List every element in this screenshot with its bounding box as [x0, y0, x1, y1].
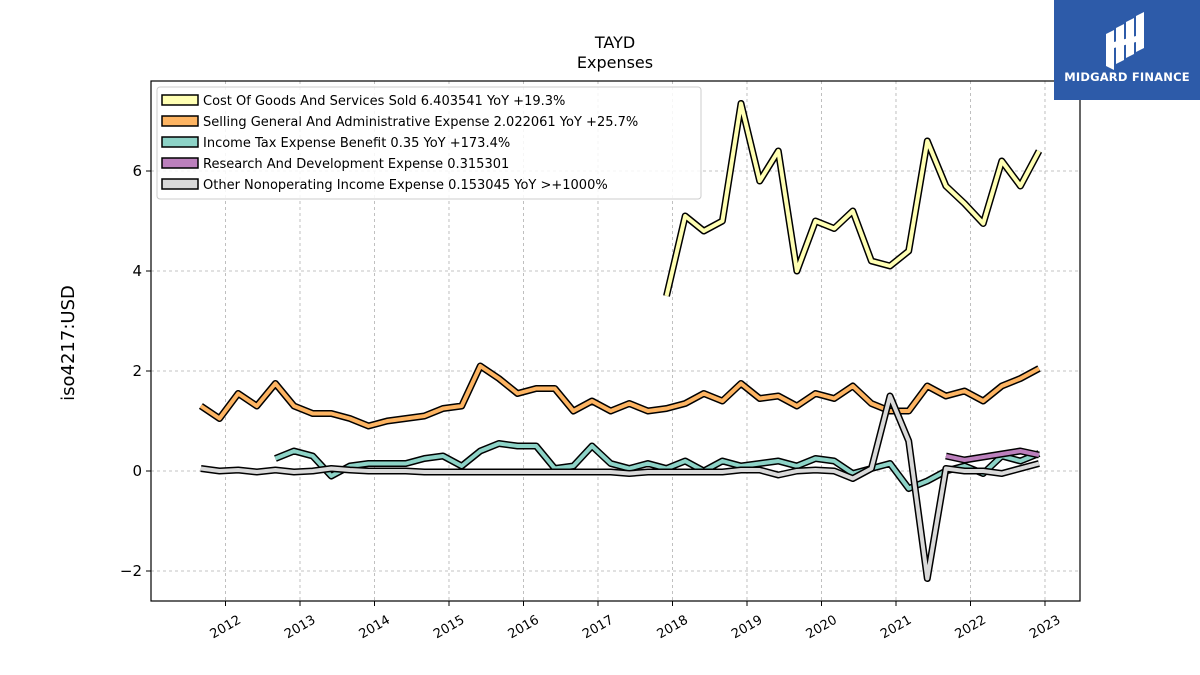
legend-swatch [161, 178, 199, 190]
series-line-3 [945, 449, 1040, 462]
series-outline-1 [198, 362, 1041, 430]
x-tick-label: 2014 [357, 613, 393, 643]
legend-entry: Research And Development Expense 0.31530… [203, 157, 509, 172]
chart-subtitle: Expenses [577, 53, 653, 72]
x-tick-label: 2018 [655, 613, 691, 643]
series-outline-0 [663, 100, 1043, 297]
series-layer [198, 100, 1043, 582]
chart-title: TAYD [594, 33, 635, 52]
brand-logo: MIDGARD FINANCE [1054, 0, 1200, 100]
y-tick-label: 2 [132, 362, 142, 380]
x-tick-label: 2023 [1027, 613, 1063, 643]
series-line-4 [200, 394, 1040, 581]
legend-box [156, 86, 702, 200]
y-tick-label: 0 [132, 462, 142, 480]
legend-entry: Other Nonoperating Income Expense 0.1530… [203, 178, 608, 193]
y-tick-label: 4 [132, 262, 142, 280]
legend-swatch [161, 136, 199, 148]
x-tick-label: 2016 [506, 613, 542, 643]
legend-entry: Cost Of Goods And Services Sold 6.403541… [203, 94, 565, 109]
brand-mark-icon [1106, 12, 1144, 70]
x-tick-label: 2013 [282, 613, 318, 643]
x-tick-label: 2017 [580, 613, 616, 643]
y-tick-label: −2 [120, 562, 142, 580]
plot-frame [150, 80, 1081, 602]
legend-entry: Income Tax Expense Benefit 0.35 YoY +173… [203, 136, 510, 151]
legend-swatch [161, 115, 199, 127]
y-axis-label: iso4217:USD [58, 285, 79, 401]
x-tick-label: 2022 [953, 613, 989, 643]
x-tick-label: 2019 [729, 613, 765, 643]
x-tick-label: 2021 [878, 613, 914, 643]
x-tick-label: 2012 [208, 613, 244, 643]
brand-name: MIDGARD FINANCE [1064, 70, 1190, 84]
legend-swatch [161, 94, 199, 106]
y-tick-label: 6 [132, 162, 142, 180]
legend-swatch [161, 157, 199, 169]
legend: Cost Of Goods And Services Sold 6.403541… [156, 86, 702, 200]
legend-entry: Selling General And Administrative Expen… [203, 115, 638, 130]
x-tick-label: 2020 [804, 613, 840, 643]
x-tick-label: 2015 [431, 613, 467, 643]
series-line-0 [664, 101, 1041, 297]
grid-layer [151, 81, 1080, 601]
